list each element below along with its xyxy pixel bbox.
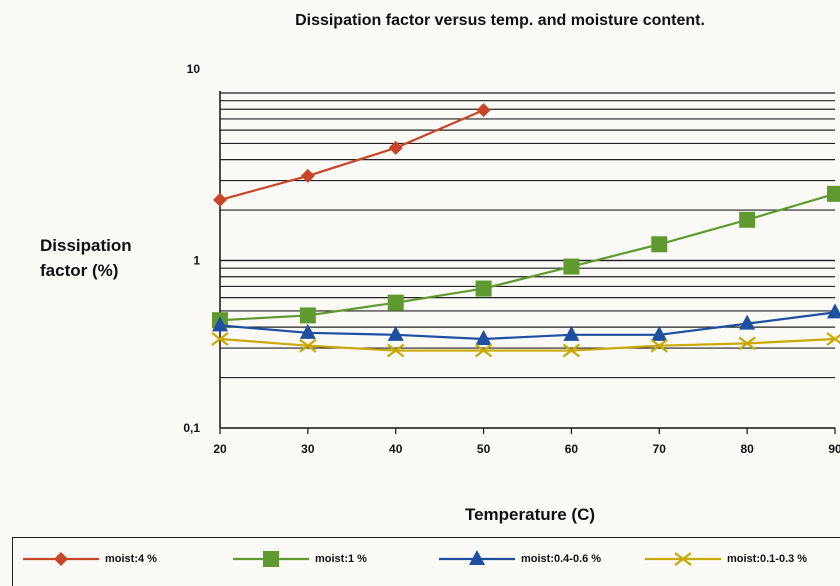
data-point — [827, 303, 840, 319]
data-point — [563, 325, 580, 341]
data-point — [739, 314, 756, 330]
data-point — [211, 332, 229, 346]
legend-marker — [469, 550, 485, 565]
legend-swatch — [23, 552, 99, 566]
series-line — [219, 337, 836, 352]
legend-item: moist:4 % — [21, 544, 157, 574]
data-point — [387, 343, 405, 358]
legend-item: moist:0.4-0.6 % — [437, 544, 601, 574]
data-point — [650, 338, 668, 353]
data-point — [388, 140, 403, 155]
data-point — [475, 329, 492, 345]
data-point — [300, 168, 315, 183]
data-point — [299, 323, 316, 339]
data-point — [476, 103, 491, 118]
series-line — [219, 192, 836, 322]
chart-title: Dissipation factor versus temp. and mois… — [295, 12, 705, 29]
data-point — [827, 185, 840, 202]
data-point — [739, 211, 756, 228]
series-line — [219, 109, 485, 201]
data-point — [475, 280, 492, 297]
data-point — [387, 325, 404, 341]
data-point — [563, 258, 580, 275]
x-axis-label: Temperature (C) — [464, 505, 596, 524]
x-tick-label: 80 — [740, 442, 754, 456]
legend-marker — [54, 552, 68, 566]
series-line — [219, 311, 836, 341]
legend-swatch — [233, 551, 309, 567]
x-tick-label: 50 — [477, 442, 491, 456]
data-point — [387, 294, 404, 311]
legend: moist:4 % moist:1 % moist:0.4-0.6 % moist:0… — [12, 537, 840, 586]
data-point — [562, 343, 581, 358]
legend-label: moist:1 % — [315, 553, 367, 565]
x-tick-label: 30 — [301, 442, 315, 456]
y-tick-label: 1 — [193, 254, 200, 268]
data-point — [213, 192, 227, 207]
x-tick-label: 60 — [565, 442, 579, 456]
legend-marker — [263, 551, 279, 567]
legend-item: moist:1 % — [231, 544, 367, 574]
y-tick-label: 0,1 — [183, 421, 200, 435]
x-tick-label: 70 — [653, 442, 667, 456]
legend-label: moist:4 % — [105, 553, 157, 565]
data-point — [212, 316, 228, 332]
y-axis-label: Dissipation factor (%) — [40, 233, 170, 283]
legend-marker — [674, 552, 692, 566]
data-point — [299, 338, 317, 353]
data-point — [299, 307, 316, 324]
data-point — [738, 336, 756, 351]
legend-label: moist:0.1-0.3 % — [727, 553, 808, 565]
x-tick-label: 20 — [213, 442, 227, 456]
data-point — [651, 236, 668, 253]
x-tick-label: 40 — [389, 442, 403, 456]
data-point — [474, 343, 493, 358]
x-tick-label: 90 — [828, 442, 840, 456]
data-point — [651, 325, 668, 341]
y-tick-label: 10 — [187, 62, 201, 76]
legend-label: moist:0.4-0.6 % — [521, 553, 602, 565]
data-point — [826, 332, 840, 346]
y-axis-label-text: Dissipation factor (%) — [40, 236, 132, 280]
legend-swatch — [439, 550, 515, 565]
legend-swatch — [645, 552, 721, 566]
legend-item: moist:0.1-0.3 % — [643, 544, 807, 574]
